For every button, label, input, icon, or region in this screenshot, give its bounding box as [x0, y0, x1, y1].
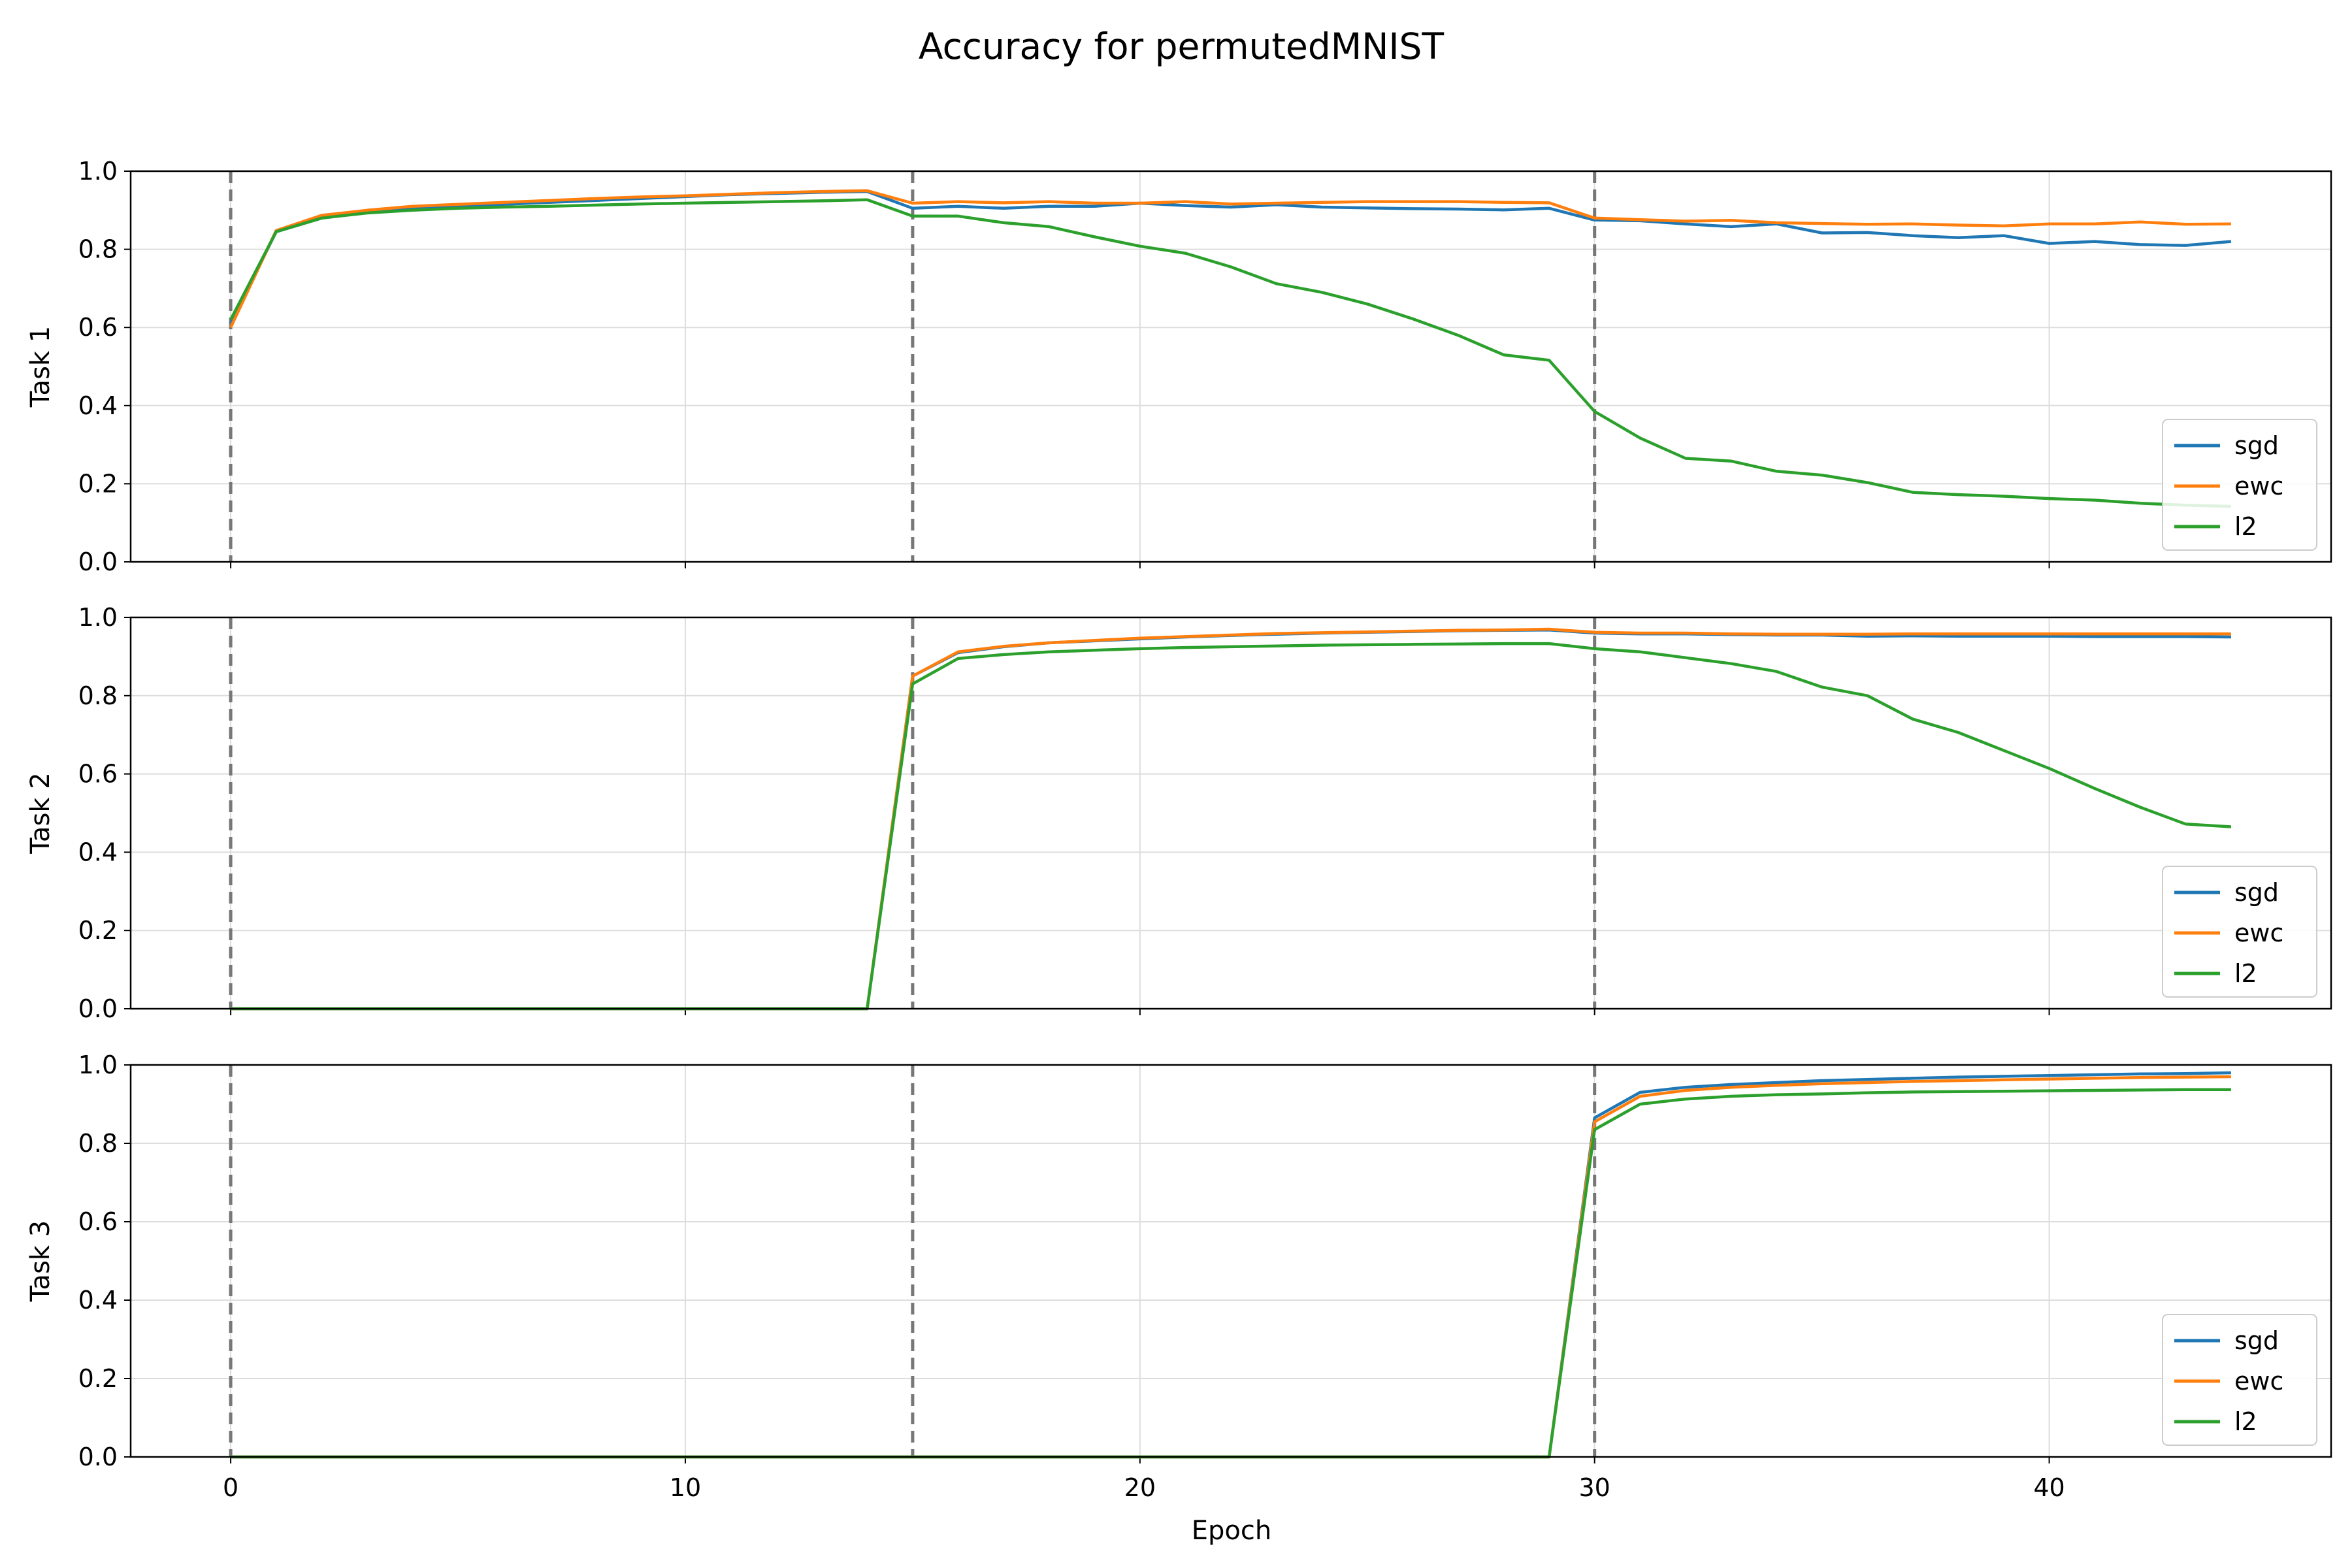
y-tick-label: 0.8 — [78, 235, 118, 264]
plot-frame — [129, 616, 2332, 1010]
series-line-l2 — [231, 1088, 2231, 1459]
x-tick-label: 30 — [1579, 1473, 1610, 1502]
y-tick-label: 0.8 — [78, 681, 118, 710]
y-tick-label: 0.4 — [78, 1286, 118, 1315]
legend-box — [2162, 1314, 2317, 1446]
legend: sgd ewc l2 — [2162, 866, 2317, 998]
y-tick-label: 0.4 — [78, 391, 118, 420]
subplot-2: 0.0 0.2 0.4 0.6 0.8 1.0 Task 2 sgd ewc l2 — [25, 603, 2332, 1023]
legend-label-ewc: ewc — [2234, 1367, 2283, 1396]
legend-label-sgd: sgd — [2234, 431, 2279, 460]
y-tick-label: 0.8 — [78, 1129, 118, 1158]
y-tick-label: 1.0 — [78, 157, 118, 186]
legend-box — [2162, 419, 2317, 551]
y-tick-label: 0.6 — [78, 1207, 118, 1236]
legend-label-sgd: sgd — [2234, 878, 2279, 907]
legend: sgd ewc l2 — [2162, 419, 2317, 551]
x-tick-label: 20 — [1124, 1473, 1156, 1502]
series-line-sgd — [231, 1071, 2231, 1459]
y-tick-label: 0.0 — [78, 1443, 118, 1471]
legend-label-l2: l2 — [2234, 512, 2257, 541]
legend-box — [2162, 866, 2317, 998]
y-tick-label: 0.2 — [78, 916, 118, 945]
series-line-ewc — [229, 189, 2231, 329]
series-line-sgd — [229, 189, 2232, 325]
legend: sgd ewc l2 — [2162, 1314, 2317, 1446]
legend-label-l2: l2 — [2234, 959, 2257, 988]
x-tick-label: 10 — [670, 1473, 701, 1502]
legend-label-sgd: sgd — [2234, 1326, 2279, 1355]
series-line-sgd — [231, 628, 2231, 1011]
x-tick-label: 0 — [223, 1473, 238, 1502]
legend-label-l2: l2 — [2234, 1407, 2257, 1436]
plot-frame — [129, 1064, 2332, 1458]
y-tick-label: 1.0 — [78, 1051, 118, 1079]
chart-title: Accuracy for permutedMNIST — [919, 25, 1445, 67]
series-line-ewc — [231, 627, 2231, 1011]
x-tick-label: 40 — [2033, 1473, 2065, 1502]
y-tick-label: 0.4 — [78, 838, 118, 866]
subplot-1: 0.0 0.2 0.4 0.6 0.8 1.0 Task 1 sgd ewc l2 — [25, 157, 2332, 576]
y-axis-label: Task 1 — [25, 326, 56, 408]
x-axis-label: Epoch — [1192, 1516, 1271, 1546]
legend-label-ewc: ewc — [2234, 472, 2283, 500]
plot-frame — [129, 170, 2332, 563]
y-tick-label: 0.2 — [78, 1364, 118, 1393]
y-tick-label: 0.6 — [78, 760, 118, 789]
series-line-l2 — [231, 642, 2232, 1011]
subplot-3: 0.0 0.2 0.4 0.6 0.8 1.0 0 10 20 30 40 Task 3 sgd ewc l… — [25, 1051, 2332, 1502]
y-axis-label: Task 2 — [25, 772, 56, 855]
legend-label-ewc: ewc — [2234, 919, 2283, 947]
y-tick-label: 0.0 — [78, 547, 118, 576]
series-line-l2 — [229, 198, 2231, 508]
y-axis-label: Task 3 — [25, 1220, 56, 1303]
y-tick-label: 1.0 — [78, 603, 118, 632]
y-tick-label: 0.6 — [78, 313, 118, 342]
y-tick-label: 0.0 — [78, 994, 118, 1023]
series-line-ewc — [231, 1075, 2231, 1459]
y-tick-label: 0.2 — [78, 469, 118, 498]
